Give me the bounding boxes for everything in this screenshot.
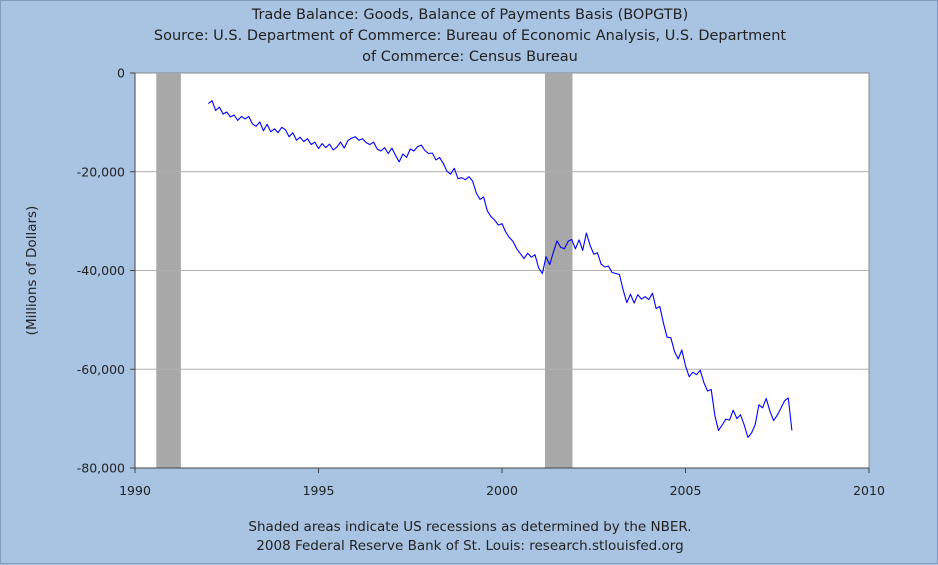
footer-note: Shaded areas indicate US recessions as d… bbox=[248, 519, 692, 535]
x-tick-label: 1995 bbox=[303, 483, 335, 498]
chart-title: Trade Balance: Goods, Balance of Payment… bbox=[251, 7, 689, 23]
series-line-1 bbox=[208, 100, 793, 438]
line-layer bbox=[208, 100, 793, 438]
y-axis-label: (Millions of Dollars) bbox=[24, 206, 40, 336]
x-tick-label: 1990 bbox=[119, 483, 151, 498]
x-tick-label: 2000 bbox=[486, 483, 518, 498]
y-tick-label: -60,000 bbox=[77, 362, 125, 377]
grid-layer bbox=[135, 171, 869, 370]
y-tick-label: -40,000 bbox=[77, 263, 125, 278]
x-tick-label: 2010 bbox=[853, 483, 885, 498]
x-tick-label: 2005 bbox=[670, 483, 702, 498]
axis-layer: 0 -20,000 -40,000 -60,000 -80,000 1990 1995 200… bbox=[77, 66, 885, 499]
chart-subtitle-line-2: of Commerce: Census Bureau bbox=[362, 49, 578, 65]
y-tick-label: 0 bbox=[117, 66, 125, 81]
chart-subtitle-line-1: Source: U.S. Department of Commerce: Bur… bbox=[153, 28, 787, 44]
y-tick-label: -20,000 bbox=[77, 164, 125, 179]
footer-credit: 2008 Federal Reserve Bank of St. Louis: … bbox=[256, 538, 684, 554]
y-tick-label: -80,000 bbox=[77, 461, 125, 476]
